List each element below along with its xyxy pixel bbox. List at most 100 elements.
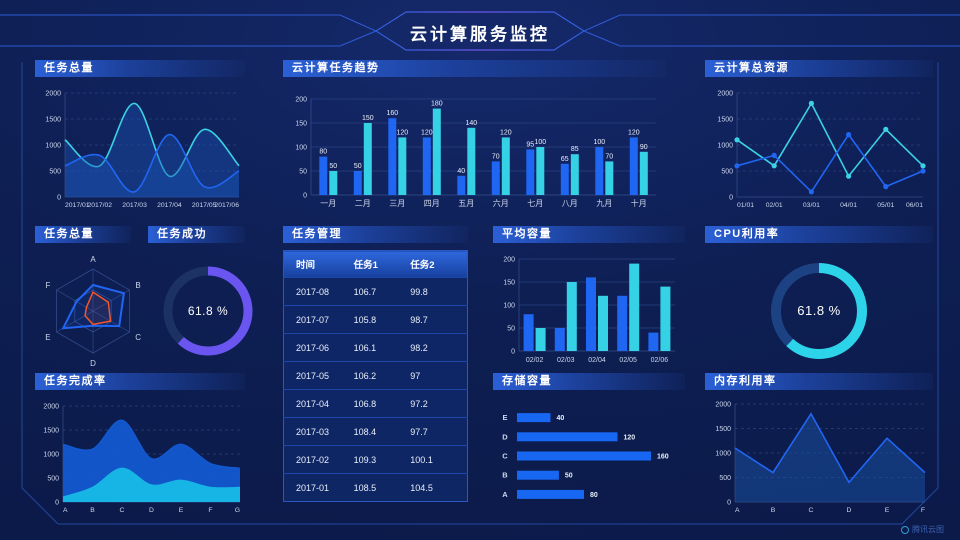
svg-text:2000: 2000 [43,404,59,411]
svg-text:七月: 七月 [527,199,543,208]
svg-text:90: 90 [640,144,648,151]
svg-text:五月: 五月 [458,199,474,208]
table-row: 2017-07 105.8 98.7 [283,305,468,334]
svg-text:95: 95 [526,141,534,148]
svg-text:B: B [771,507,776,514]
panel-header: 云计算总资源 [705,60,933,77]
svg-text:C: C [502,452,508,461]
table-cell: 105.8 [353,305,411,334]
panel-header: 平均容量 [493,226,685,243]
svg-text:B: B [502,471,508,480]
panel-header: 任务总量 [35,226,131,243]
svg-text:120: 120 [628,129,640,136]
panel-avg-capacity: 平均容量 0 50 100 150 200 02/02 02/03 02/04 02/05 02/… [493,226,685,367]
svg-text:50: 50 [299,169,307,176]
svg-text:十月: 十月 [631,198,647,208]
column-header: 任务2 [410,250,468,278]
task-table: 时间 任务1 任务2 2017-08 106.7 99.8 2017-07 105.8 98.7… [283,250,468,502]
svg-text:一月: 一月 [320,199,336,208]
column-header: 时间 [283,250,354,278]
panel-completion-rate: 任务完成率 0 500 1000 1500 2000 A B C D E F G [35,373,245,516]
svg-text:2000: 2000 [45,91,61,98]
svg-text:2017/01: 2017/01 [65,202,90,209]
svg-text:40: 40 [457,168,465,175]
svg-text:1000: 1000 [43,452,59,459]
svg-text:G: G [235,507,240,514]
svg-text:B: B [135,281,140,290]
svg-text:C: C [120,507,125,514]
table-cell: 2017-04 [283,389,354,418]
svg-text:0: 0 [303,193,307,200]
svg-text:二月: 二月 [355,199,371,208]
svg-text:九月: 九月 [596,199,612,208]
svg-text:2000: 2000 [717,91,733,98]
table-cell: 104.5 [410,473,468,502]
svg-text:140: 140 [465,120,477,127]
table-cell: 97.2 [410,389,468,418]
completion-rate-area-chart[interactable]: 0 500 1000 1500 2000 A B C D E F G [35,396,245,516]
svg-text:500: 500 [49,169,61,176]
panel-header: 任务管理 [283,226,468,243]
svg-text:50: 50 [565,473,573,480]
svg-text:150: 150 [295,121,307,128]
svg-text:500: 500 [721,169,733,176]
panel-header: 任务成功 [148,226,245,243]
svg-text:50: 50 [507,326,515,333]
panel-total-resources: 云计算总资源 0 500 1000 1500 2000 01/01 02/01 03/01 04… [705,60,933,213]
svg-text:100: 100 [295,145,307,152]
svg-text:0: 0 [729,195,733,202]
page-title: 云计算服务监控 [410,25,550,44]
svg-text:120: 120 [396,129,408,136]
storage-capacity-hbar-chart[interactable]: E 40 D 120 C 160 B 50 A 80 [493,396,685,514]
brand-watermark-label: 腾讯云图 [912,525,944,534]
column-header: 任务1 [353,250,411,278]
svg-text:40: 40 [557,415,565,422]
svg-text:150: 150 [362,115,374,122]
panel-cpu-usage: CPU利用率 61.8 % [705,226,933,373]
svg-text:2017/06: 2017/06 [214,202,239,209]
svg-text:1500: 1500 [717,117,733,124]
table-cell: 108.4 [353,417,411,446]
table-row: 2017-02 109.3 100.1 [283,445,468,474]
svg-text:61.8 %: 61.8 % [797,303,840,318]
svg-text:F: F [921,507,925,514]
table-cell: 2017-02 [283,445,354,474]
memory-usage-line-chart[interactable]: 0 500 1000 1500 2000 A B C D E F [705,396,933,516]
panel-memory-usage: 内存利用率 0 500 1000 1500 2000 A B C D E F [705,373,933,516]
svg-text:D: D [502,432,508,441]
svg-text:02/04: 02/04 [588,357,606,364]
svg-text:1000: 1000 [45,143,61,150]
table-cell: 106.2 [353,361,411,390]
svg-text:61.8 %: 61.8 % [188,304,228,318]
svg-text:D: D [149,507,154,514]
table-row: 2017-01 108.5 104.5 [283,473,468,502]
svg-text:100: 100 [534,139,546,146]
panel-header: 任务总量 [35,60,245,77]
svg-text:04/01: 04/01 [840,202,857,209]
panel-header: 内存利用率 [705,373,933,390]
table-cell: 2017-08 [283,277,354,306]
svg-text:八月: 八月 [562,199,578,208]
svg-text:A: A [502,490,508,499]
panel-task-total-line: 任务总量 0 500 1000 1500 2000 2017/01 2017/02 2017/… [35,60,245,213]
svg-text:02/02: 02/02 [526,357,544,364]
svg-text:85: 85 [571,146,579,153]
panel-task-trend: 云计算任务趋势 0 50 100 150 200 一月 二月 三月 四月 五月 六月 七月 八月 九月 十月… [283,60,666,213]
svg-text:三月: 三月 [389,199,405,208]
table-row: 2017-04 106.8 97.2 [283,389,468,418]
table-cell: 98.7 [410,305,468,334]
task-success-donut-chart[interactable]: 61.8 % [148,249,253,379]
total-resources-line-chart[interactable]: 0 500 1000 1500 2000 01/01 02/01 03/01 04/01 05/0… [705,83,933,213]
table-row: 2017-08 106.7 99.8 [283,277,468,306]
avg-capacity-bar-chart[interactable]: 0 50 100 150 200 02/02 02/03 02/04 02/05 02/06 [493,249,685,367]
table-cell: 108.5 [353,473,411,502]
table-cell: 2017-01 [283,473,354,502]
table-cell: 97.7 [410,417,468,446]
svg-text:120: 120 [500,129,512,136]
cpu-usage-donut-chart[interactable]: 61.8 % [705,249,933,373]
svg-text:1500: 1500 [43,428,59,435]
task-total-radar-chart[interactable]: A B C D E F [35,249,160,379]
